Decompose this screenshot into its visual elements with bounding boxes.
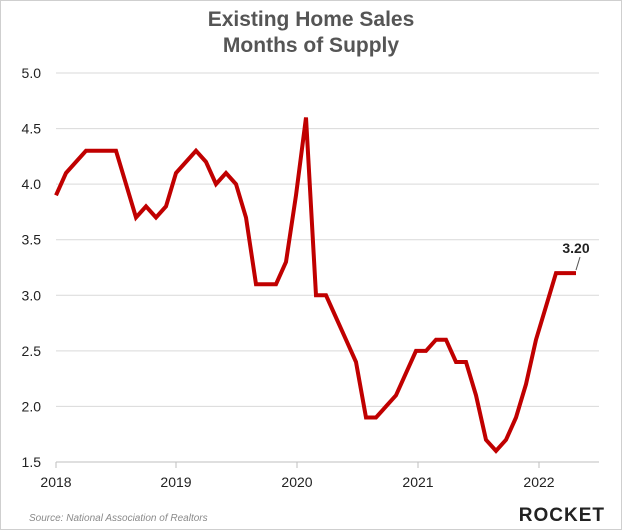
rocket-logo: ROCKET [518, 505, 605, 526]
annotation-leader [575, 256, 581, 271]
x-tick-label: 2021 [402, 474, 433, 490]
y-tick-label: 4.5 [22, 121, 42, 137]
y-tick-label: 3.5 [22, 232, 42, 248]
source-note: Source: National Association of Realtors [29, 513, 208, 524]
x-tick-label: 2019 [160, 474, 191, 490]
y-tick-label: 1.5 [22, 454, 42, 470]
y-tick-label: 5.0 [22, 65, 42, 81]
y-tick-label: 3.0 [22, 287, 42, 303]
x-tick-label: 2018 [40, 474, 71, 490]
annotation-label: 3.20 [562, 240, 589, 256]
x-tick-label: 2020 [281, 474, 312, 490]
chart-title-line-1: Existing Home Sales [207, 8, 415, 31]
x-tick-label: 2022 [523, 474, 554, 490]
chart-title-line-2: Months of Supply [222, 34, 400, 57]
y-tick-label: 2.5 [22, 343, 42, 359]
series-line [54, 117, 576, 454]
chart-title: Existing Home Sales Months of Supply [1, 7, 621, 59]
y-tick-label: 2.0 [22, 398, 42, 414]
y-tick-label: 4.0 [22, 176, 42, 192]
